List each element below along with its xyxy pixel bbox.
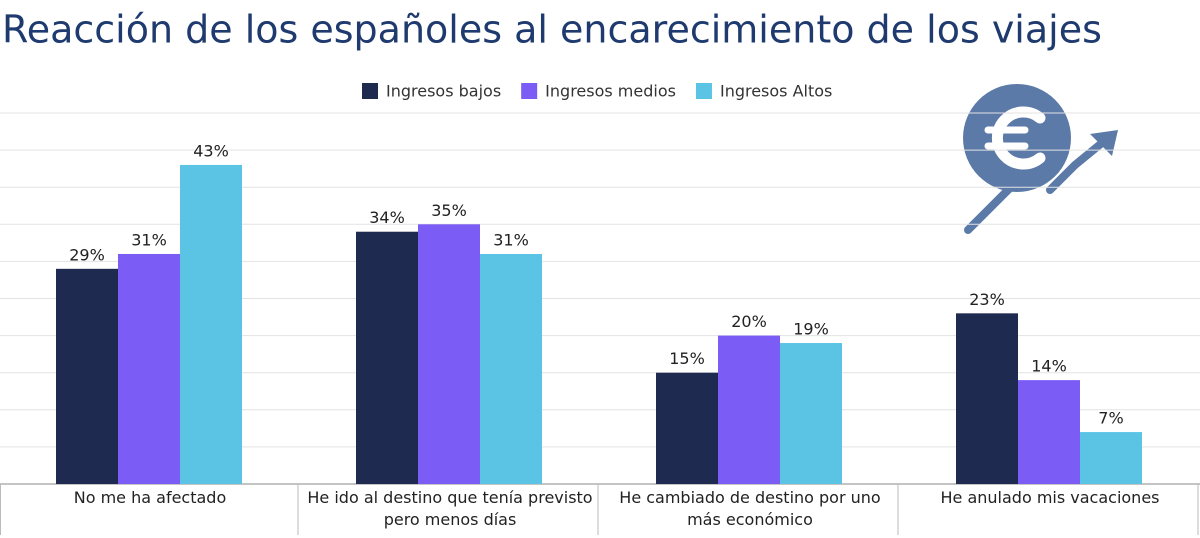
legend-swatch (695, 83, 712, 99)
data-label: 34% (369, 208, 405, 227)
data-label: 43% (193, 141, 229, 160)
bar (118, 253, 180, 484)
data-label: 19% (793, 320, 829, 339)
legend-label: Ingresos bajos (386, 82, 501, 101)
data-label: 31% (493, 230, 529, 249)
bar (356, 231, 418, 484)
bar (956, 313, 1018, 484)
bar (718, 335, 780, 484)
bar (1018, 380, 1080, 484)
bar (180, 164, 242, 484)
data-label: 23% (969, 290, 1005, 309)
chart-title: Reacción de los españoles al encarecimie… (2, 8, 1102, 52)
data-label: 15% (669, 349, 705, 368)
data-label: 29% (69, 245, 105, 264)
x-tick-label: No me ha afectado (73, 488, 227, 507)
legend-label: Ingresos medios (545, 82, 676, 101)
bar (656, 372, 718, 484)
bar (780, 343, 842, 484)
bar (56, 268, 118, 484)
bar (1080, 432, 1142, 484)
bar (480, 253, 542, 484)
data-label: 7% (1098, 409, 1123, 428)
bar (418, 224, 480, 485)
x-tick-label: He ido al destino que tenía previsto per… (307, 488, 593, 529)
data-label: 20% (731, 312, 767, 331)
data-label: 14% (1031, 357, 1067, 376)
legend-swatch (362, 83, 378, 99)
euro-icon (963, 84, 1118, 234)
data-label: 31% (131, 230, 167, 249)
x-tick-label: He cambiado de destino por uno más econó… (619, 488, 881, 529)
x-tick-label: He anulado mis vacaciones (940, 488, 1160, 507)
data-label: 35% (431, 201, 467, 220)
legend-swatch (521, 83, 538, 99)
legend-label: Ingresos Altos (720, 82, 832, 101)
